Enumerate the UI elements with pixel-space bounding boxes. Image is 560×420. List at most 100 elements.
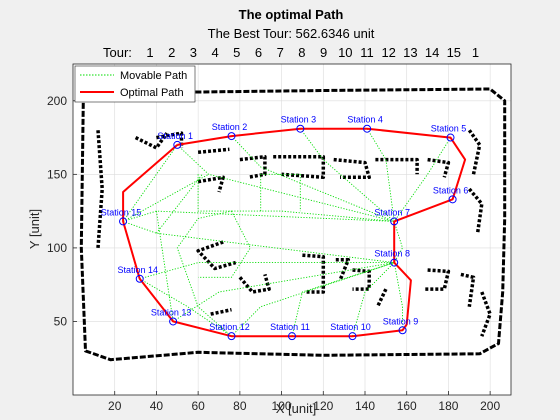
movable-path-segment — [122, 144, 178, 222]
movable-path-segment — [139, 278, 232, 337]
y-axis-label: Y [unit] — [27, 209, 42, 249]
tour-step: 9 — [320, 45, 327, 60]
tour-step: 7 — [277, 45, 284, 60]
tour-step: 5 — [233, 45, 240, 60]
station-markers — [119, 124, 457, 341]
station-label: Station 6 — [433, 185, 469, 195]
obstacle-outline — [302, 253, 326, 294]
y-tick-label: 100 — [47, 241, 67, 255]
station-marker — [169, 317, 178, 326]
movable-path-segment — [176, 144, 395, 222]
obstacle-outline — [196, 240, 237, 271]
station-marker — [227, 132, 236, 141]
movable-path-segment — [139, 262, 395, 280]
legend-optimal-label: Optimal Path — [120, 87, 184, 99]
tour-step: 11 — [360, 45, 374, 60]
x-tick-label: 40 — [150, 399, 164, 413]
station-label: Station 5 — [431, 124, 467, 134]
obstacle-outline — [460, 272, 476, 307]
station-labels: Station 1 Station 2 Station 3 Station 4 Stat… — [101, 115, 469, 332]
station-label: Station 14 — [117, 265, 158, 275]
movable-path-segment — [299, 128, 395, 222]
chart-title: The optimal Path — [239, 7, 344, 22]
station-label: Station 3 — [281, 115, 317, 125]
movable-path-segment — [122, 210, 395, 222]
tour-step: 1 — [472, 45, 479, 60]
legend-movable-label: Movable Path — [120, 70, 187, 82]
obstacle-outline — [197, 175, 225, 193]
tour-step: 1 — [146, 45, 153, 60]
movable-path-segment — [176, 210, 232, 337]
movable-path-segment — [122, 173, 209, 222]
station-label: Station 10 — [330, 322, 371, 332]
obstacle-outline — [480, 291, 492, 337]
tour-step: 8 — [298, 45, 305, 60]
station-label: Station 7 — [374, 207, 410, 217]
movable-path-segment — [393, 137, 451, 222]
movable-path-segment — [155, 211, 174, 322]
obstacle-outline — [375, 288, 388, 308]
obstacle-outline — [239, 154, 267, 180]
tour-sequence: Tour: 1 2 3 4 5 6 7 8 9 10 11 12 13 14 15 1 — [103, 45, 479, 60]
obstacle-outline — [427, 157, 451, 178]
station-marker — [227, 332, 236, 341]
axes-background — [73, 64, 511, 395]
station-label: Station 12 — [209, 322, 250, 332]
station-label: Station 15 — [101, 207, 142, 217]
tour-step: 15 — [447, 45, 461, 60]
axes-box — [72, 63, 512, 396]
x-tick-label: 160 — [397, 399, 417, 413]
obstacle-outline — [210, 307, 232, 316]
station-label: Station 4 — [347, 115, 383, 125]
movable-path-segment — [291, 262, 395, 337]
x-tick-label: 180 — [438, 399, 458, 413]
station-marker — [390, 258, 399, 267]
station-label: Station 8 — [374, 249, 410, 259]
station-marker — [363, 124, 372, 133]
station-marker — [173, 140, 182, 149]
obstacle-outline — [352, 268, 371, 291]
station-label: Station 11 — [270, 322, 310, 332]
station-marker — [119, 217, 128, 226]
movable-path-segment — [197, 174, 232, 212]
axis-ticks: 20 40 60 80 100 120 140 160 180 200 50 100 150 200 — [47, 94, 501, 413]
obstacle-outline — [273, 154, 326, 180]
x-axis-label: X [unit] — [276, 401, 316, 416]
tour-label: Tour: — [103, 45, 132, 60]
optimal-path — [122, 127, 467, 338]
movable-path-segment — [366, 128, 395, 222]
movable-path-segment — [260, 173, 301, 212]
obstacle-outline — [197, 147, 230, 155]
movable-path-segment — [393, 221, 403, 263]
station-label: Station 1 — [158, 131, 194, 141]
tour-step: 2 — [168, 45, 175, 60]
x-tick-label: 60 — [191, 399, 205, 413]
obstacle-outline — [238, 273, 271, 294]
movable-path-segment — [231, 262, 395, 337]
chart-subtitle: The Best Tour: 562.6346 unit — [208, 26, 375, 41]
y-tick-label: 150 — [47, 167, 67, 181]
y-tick-label: 50 — [54, 314, 68, 328]
station-label: Station 2 — [212, 122, 248, 132]
tour-step: 13 — [403, 45, 417, 60]
movable-path — [122, 128, 453, 337]
tour-step: 10 — [338, 45, 352, 60]
station-label: Station 9 — [383, 316, 419, 326]
station-marker — [398, 326, 407, 335]
legend-box — [74, 65, 196, 103]
station-marker — [390, 217, 399, 226]
obstacle-outline — [335, 257, 351, 281]
obstacle-outline — [423, 268, 451, 291]
x-tick-label: 200 — [480, 399, 500, 413]
x-tick-label: 140 — [355, 399, 375, 413]
x-tick-label: 120 — [313, 399, 333, 413]
y-tick-label: 200 — [47, 94, 67, 108]
movable-path-segment — [352, 262, 395, 337]
tour-step: 12 — [381, 45, 395, 60]
station-marker — [135, 274, 144, 283]
x-tick-label: 100 — [272, 399, 292, 413]
optimal-path-line — [122, 127, 467, 338]
tour-step: 14 — [425, 45, 439, 60]
